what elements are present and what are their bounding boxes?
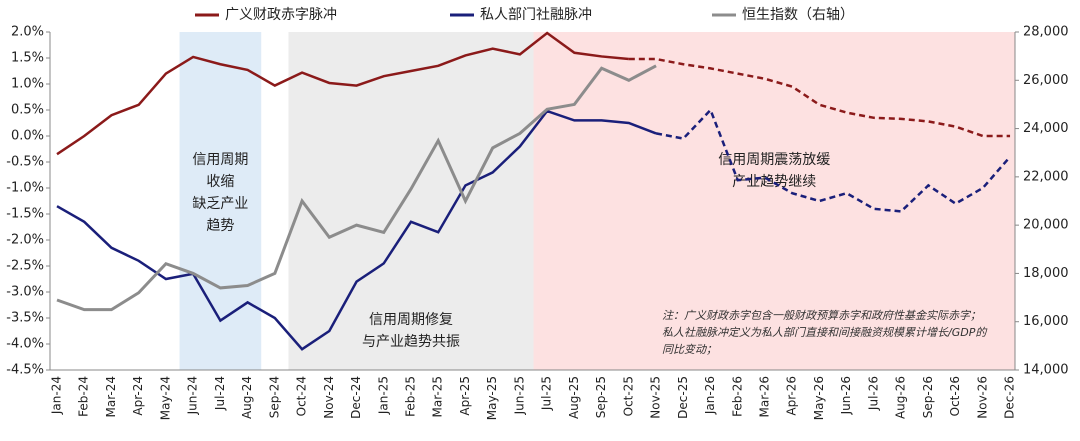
- y-tick-label: -4.0%: [6, 337, 44, 352]
- x-tick-label: Jan-24: [50, 376, 64, 415]
- x-tick-label: May-24: [158, 376, 172, 420]
- y-tick-label: -4.5%: [6, 363, 44, 378]
- x-tick-label: May-25: [485, 376, 499, 420]
- x-tick-label: May-26: [812, 376, 826, 420]
- region-label: 与产业趋势共振: [362, 334, 460, 350]
- region-label: 缺乏产业: [192, 196, 248, 212]
- y-tick-label: -3.0%: [6, 285, 44, 300]
- y2-tick-label: 18,000: [1023, 266, 1069, 281]
- x-tick-label: Dec-25: [676, 376, 690, 419]
- x-tick-label: Oct-26: [948, 376, 962, 416]
- x-tick-label: Feb-24: [77, 376, 91, 417]
- x-tick-label: Dec-24: [349, 376, 363, 419]
- x-tick-label: Mar-25: [431, 376, 445, 417]
- period-region: [288, 32, 534, 370]
- y-tick-label: 0.0%: [11, 129, 44, 144]
- series-line: [56, 64, 657, 312]
- y2-tick-label: 28,000: [1023, 25, 1069, 40]
- region-label: 趋势: [206, 218, 234, 234]
- series-line: [628, 57, 1011, 138]
- y2-tick-label: 16,000: [1023, 314, 1069, 329]
- x-tick-label: Jan-26: [703, 376, 717, 415]
- legend-label: 恒生指数（右轴）: [742, 7, 854, 23]
- y2-tick-label: 22,000: [1023, 169, 1069, 184]
- x-tick-label: Mar-24: [104, 376, 118, 417]
- region-label: 收缩: [206, 174, 234, 190]
- y-tick-label: -2.0%: [6, 233, 44, 248]
- y-tick-label: 2.0%: [11, 25, 44, 40]
- x-tick-label: Jun-25: [512, 376, 526, 415]
- x-tick-label: Aug-26: [894, 376, 908, 419]
- region-label: 产业趋势继续: [732, 173, 816, 190]
- x-tick-label: Oct-25: [621, 376, 635, 416]
- region-label: 信用周期震荡放缓: [718, 152, 830, 168]
- period-region: [179, 32, 262, 370]
- y-tick-label: 1.0%: [11, 77, 44, 92]
- y2-tick-label: 20,000: [1023, 218, 1069, 233]
- y2-tick-label: 14,000: [1023, 363, 1069, 378]
- series-line: [655, 107, 1011, 213]
- period-region: [533, 32, 1015, 370]
- x-tick-label: Nov-24: [322, 376, 336, 419]
- legend-label: 广义财政赤字脉冲: [225, 7, 337, 23]
- x-tick-label: Feb-25: [403, 376, 417, 417]
- x-tick-label: Sep-26: [921, 376, 935, 418]
- x-tick-label: Jan-25: [376, 376, 390, 415]
- y-tick-label: -3.5%: [6, 311, 44, 326]
- x-tick-label: Sep-24: [267, 376, 281, 418]
- x-tick-label: Dec-26: [1003, 376, 1017, 419]
- x-tick-label: Apr-24: [131, 376, 145, 416]
- x-tick-label: Feb-26: [730, 376, 744, 417]
- y2-tick-label: 26,000: [1023, 73, 1069, 88]
- x-tick-label: Sep-25: [594, 376, 608, 418]
- y-tick-label: 1.5%: [11, 51, 44, 66]
- note: 私人社融脉冲定义为私人部门直接和间接融资规模累计增长/GDP的: [662, 326, 988, 339]
- y-tick-label: -1.5%: [6, 207, 44, 222]
- x-tick-label: Jul-26: [866, 376, 880, 411]
- x-tick-label: Jun-24: [186, 376, 200, 415]
- y-tick-label: -1.0%: [6, 181, 44, 196]
- x-tick-label: Oct-24: [295, 376, 309, 416]
- x-tick-label: Jul-24: [213, 376, 227, 411]
- y2-tick-label: 24,000: [1023, 121, 1069, 136]
- y-tick-label: -0.5%: [6, 155, 44, 170]
- region-label: 信用周期修复: [369, 311, 453, 328]
- x-tick-label: Jun-26: [839, 376, 853, 415]
- y-tick-label: -2.5%: [6, 259, 44, 274]
- note: 注：广义财政赤字包含一般财政预算赤字和政府性基金实际赤字；: [662, 309, 981, 322]
- x-tick-label: Nov-26: [975, 376, 989, 419]
- x-tick-label: Apr-26: [785, 376, 799, 416]
- x-tick-label: Jul-25: [540, 376, 554, 411]
- x-tick-label: Aug-24: [240, 376, 254, 419]
- x-tick-label: Mar-26: [757, 376, 771, 417]
- x-tick-label: Nov-25: [649, 376, 663, 419]
- x-tick-label: Apr-25: [458, 376, 472, 416]
- y-tick-label: 0.5%: [11, 103, 44, 118]
- note: 同比变动；: [662, 343, 717, 356]
- series-line: [56, 31, 629, 156]
- legend-label: 私人部门社融脉冲: [480, 7, 592, 23]
- x-tick-label: Aug-25: [567, 376, 581, 419]
- region-label: 信用周期: [192, 152, 248, 168]
